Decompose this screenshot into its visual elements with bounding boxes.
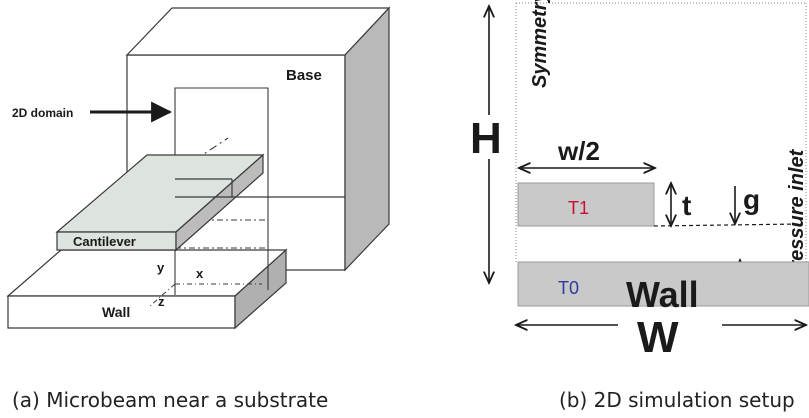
axis-x-label: x (196, 266, 204, 281)
panel-a-microbeam: Base 2D domain Cantilever Wall y x z (a)… (6, 6, 391, 412)
domain-label: 2D domain (12, 106, 73, 120)
base-label: Base (286, 67, 322, 84)
domain-outline (515, 2, 807, 262)
wall-label-b: Wall (626, 274, 699, 315)
gap-label: g (743, 184, 760, 215)
t0-label: T0 (558, 278, 579, 298)
cantilever-label: Cantilever (73, 234, 136, 249)
caption-a: (a) Microbeam near a substrate (12, 388, 328, 412)
axis-guides (149, 262, 262, 307)
wall-label: Wall (102, 304, 130, 320)
axis-z-label: z (158, 294, 165, 309)
half-width-label: w/2 (557, 136, 600, 166)
height-label-bg (472, 115, 506, 159)
panel-b-simulation: H Symmetry Pressure inlet w/2 T1 t g T0 … (470, 0, 809, 412)
wall-block-t0 (517, 261, 809, 307)
symmetry-label: Symmetry (529, 0, 551, 88)
wall-slab (6, 248, 288, 330)
width-label: W (637, 313, 679, 362)
cantilever-beam (55, 153, 345, 252)
caption-b: (b) 2D simulation setup (559, 388, 795, 412)
beam-bottom-reference (653, 223, 801, 227)
pressure-inlet-label: Pressure inlet (786, 148, 808, 282)
t1-label: T1 (568, 198, 589, 218)
thickness-label: t (682, 190, 691, 221)
beam-block-t1 (517, 182, 655, 227)
axis-y-label: y (157, 260, 165, 275)
height-label: H (470, 114, 502, 163)
